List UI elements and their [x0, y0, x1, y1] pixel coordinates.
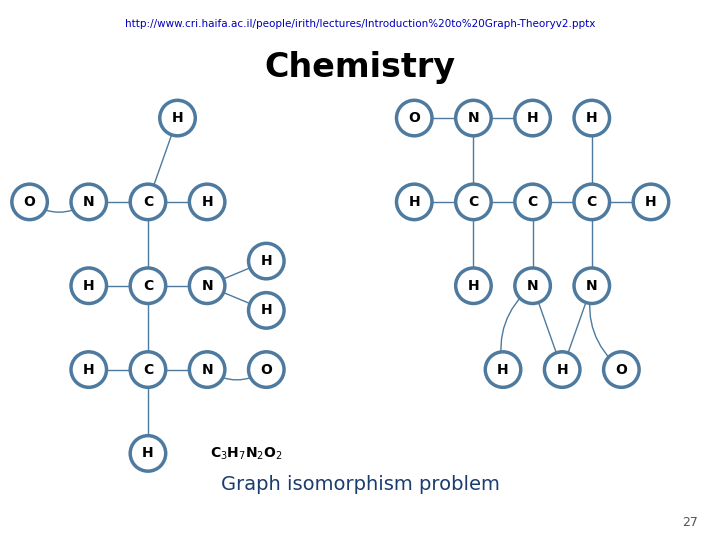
- Circle shape: [574, 100, 610, 136]
- Circle shape: [12, 184, 48, 220]
- Text: C: C: [143, 362, 153, 376]
- Text: H: H: [467, 279, 480, 293]
- Text: N: N: [202, 362, 213, 376]
- Circle shape: [130, 184, 166, 220]
- Text: N: N: [83, 195, 94, 209]
- Text: O: O: [261, 362, 272, 376]
- Circle shape: [574, 268, 610, 303]
- Text: Chemistry: Chemistry: [264, 51, 456, 84]
- Text: C: C: [143, 279, 153, 293]
- Text: H: H: [202, 195, 213, 209]
- Circle shape: [71, 268, 107, 303]
- Circle shape: [248, 293, 284, 328]
- Text: 27: 27: [683, 516, 698, 529]
- Text: H: H: [498, 362, 509, 376]
- Circle shape: [515, 184, 550, 220]
- Text: N: N: [202, 279, 213, 293]
- FancyArrowPatch shape: [32, 204, 86, 212]
- Circle shape: [130, 268, 166, 303]
- Circle shape: [189, 268, 225, 303]
- Text: H: H: [83, 279, 94, 293]
- Circle shape: [71, 352, 107, 387]
- Circle shape: [189, 352, 225, 387]
- Text: H: H: [586, 111, 598, 125]
- Text: N: N: [586, 279, 598, 293]
- Text: C: C: [528, 195, 538, 209]
- Circle shape: [130, 352, 166, 387]
- Circle shape: [130, 436, 166, 471]
- Text: H: H: [83, 362, 94, 376]
- Text: C: C: [143, 195, 153, 209]
- Circle shape: [456, 100, 491, 136]
- Circle shape: [603, 352, 639, 387]
- Text: Graph isomorphism problem: Graph isomorphism problem: [220, 475, 500, 494]
- Text: N: N: [527, 279, 539, 293]
- Text: H: H: [142, 447, 154, 461]
- Text: O: O: [408, 111, 420, 125]
- Circle shape: [544, 352, 580, 387]
- Circle shape: [485, 352, 521, 387]
- Text: C$_3$H$_7$N$_2$O$_2$: C$_3$H$_7$N$_2$O$_2$: [210, 445, 283, 462]
- Circle shape: [189, 184, 225, 220]
- Circle shape: [397, 100, 432, 136]
- Circle shape: [397, 184, 432, 220]
- Circle shape: [515, 268, 550, 303]
- Circle shape: [574, 184, 610, 220]
- FancyArrowPatch shape: [501, 287, 531, 367]
- Circle shape: [456, 268, 491, 303]
- Text: H: H: [261, 254, 272, 268]
- Text: H: H: [172, 111, 184, 125]
- Circle shape: [71, 184, 107, 220]
- Circle shape: [248, 244, 284, 279]
- Text: H: H: [408, 195, 420, 209]
- Circle shape: [160, 100, 195, 136]
- Text: http://www.cri.haifa.ac.il/people/irith/lectures/Introduction%20to%20Graph-Theor: http://www.cri.haifa.ac.il/people/irith/…: [125, 19, 595, 29]
- FancyArrowPatch shape: [210, 371, 264, 380]
- Circle shape: [456, 184, 491, 220]
- Circle shape: [633, 184, 669, 220]
- Text: C: C: [468, 195, 479, 209]
- Circle shape: [248, 352, 284, 387]
- Text: O: O: [24, 195, 35, 209]
- FancyArrowPatch shape: [590, 288, 619, 368]
- Text: N: N: [467, 111, 480, 125]
- Text: C: C: [587, 195, 597, 209]
- Text: H: H: [261, 303, 272, 318]
- Text: H: H: [527, 111, 539, 125]
- Circle shape: [515, 100, 550, 136]
- Text: H: H: [557, 362, 568, 376]
- Text: H: H: [645, 195, 657, 209]
- Text: O: O: [616, 362, 627, 376]
